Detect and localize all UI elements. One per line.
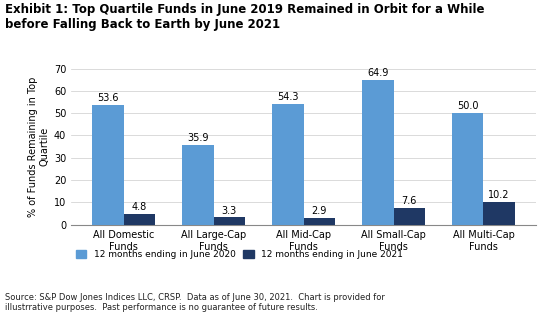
- Text: 35.9: 35.9: [187, 133, 208, 143]
- Text: 64.9: 64.9: [367, 68, 388, 78]
- Bar: [272, 104, 304, 225]
- Bar: [393, 208, 425, 225]
- Text: 4.8: 4.8: [132, 202, 147, 212]
- Text: 10.2: 10.2: [488, 190, 510, 200]
- Bar: [304, 218, 335, 225]
- Bar: [214, 217, 245, 225]
- Text: 2.9: 2.9: [312, 207, 327, 217]
- Text: 7.6: 7.6: [401, 196, 417, 206]
- Bar: [124, 214, 155, 225]
- Legend: 12 months ending in June 2020, 12 months ending in June 2021: 12 months ending in June 2020, 12 months…: [75, 250, 403, 259]
- Bar: [182, 145, 214, 225]
- Text: 50.0: 50.0: [457, 101, 479, 111]
- Bar: [484, 202, 515, 225]
- Bar: [452, 113, 484, 225]
- Text: 53.6: 53.6: [97, 93, 119, 103]
- Text: Source: S&P Dow Jones Indices LLC, CRSP.  Data as of June 30, 2021.  Chart is pr: Source: S&P Dow Jones Indices LLC, CRSP.…: [5, 293, 385, 312]
- Bar: [92, 105, 124, 225]
- Text: Exhibit 1: Top Quartile Funds in June 2019 Remained in Orbit for a While
before : Exhibit 1: Top Quartile Funds in June 20…: [5, 3, 485, 31]
- Text: 54.3: 54.3: [277, 92, 299, 102]
- Y-axis label: % of Funds Remaining in Top
Quartile: % of Funds Remaining in Top Quartile: [28, 76, 50, 217]
- Bar: [362, 80, 393, 225]
- Text: 3.3: 3.3: [222, 206, 237, 216]
